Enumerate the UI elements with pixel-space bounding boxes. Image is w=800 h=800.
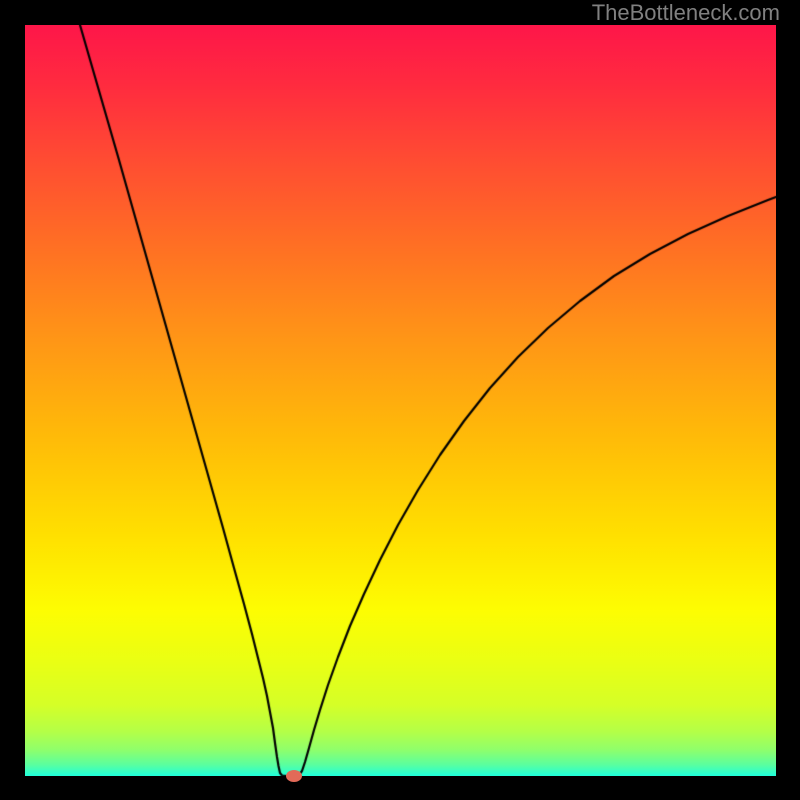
chart-root: TheBottleneck.com	[0, 0, 800, 800]
watermark-text: TheBottleneck.com	[592, 0, 780, 26]
curve-layer	[0, 0, 800, 800]
bottleneck-marker	[286, 770, 302, 782]
